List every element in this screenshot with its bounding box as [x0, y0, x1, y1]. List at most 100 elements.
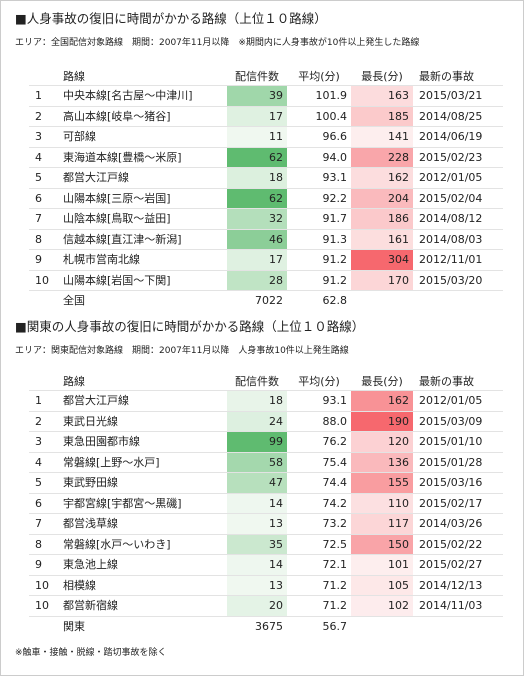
latest-date: 2014/08/25 [419, 109, 483, 123]
latest-date: 2014/12/13 [419, 578, 483, 592]
total-count: 7022 [255, 294, 283, 307]
latest-date: 2012/11/01 [419, 253, 483, 266]
row-rule [29, 615, 503, 617]
average: 91.3 [322, 232, 348, 246]
row-rule [29, 105, 503, 107]
row-rule [29, 472, 503, 473]
row-rule [29, 513, 503, 514]
line-name: 高山本線[岐阜～猪谷] [63, 109, 171, 123]
max: 163 [351, 86, 413, 106]
rank: 10 [35, 599, 49, 612]
count: 47 [227, 473, 287, 493]
count: 18 [227, 391, 287, 411]
line-name: 東急田園都市線 [63, 435, 140, 448]
row-rule [29, 574, 503, 576]
column-header: 最長(分) [361, 375, 403, 388]
max: 136 [351, 452, 413, 472]
average: 72.1 [322, 558, 348, 571]
column-header: 平均(分) [298, 375, 340, 388]
section-title: ■関東の人身事故の復旧に時間がかかる路線（上位１０路線） [15, 319, 365, 334]
latest-date: 2015/03/09 [419, 414, 483, 428]
average: 91.7 [322, 212, 348, 225]
count: 39 [227, 86, 287, 106]
latest-date: 2015/03/21 [419, 89, 483, 102]
average: 92.2 [322, 191, 348, 205]
row-rule [29, 187, 503, 189]
rank: 2 [35, 109, 42, 123]
column-header: 最新の事故 [419, 375, 474, 388]
row-rule [29, 410, 503, 412]
total-label: 全国 [63, 294, 85, 307]
row-rule [29, 554, 503, 555]
rank: 9 [35, 253, 42, 266]
average: 96.6 [322, 130, 348, 143]
rank: 10 [35, 578, 49, 592]
row-rule [29, 208, 503, 209]
rank: 6 [35, 496, 42, 510]
latest-date: 2012/01/05 [419, 394, 483, 407]
line-name: 東海道本線[豊橋～米原] [63, 150, 182, 164]
average: 74.2 [322, 496, 348, 510]
line-name: 山陽本線[三原～岩国] [63, 191, 171, 205]
row-rule [29, 451, 503, 453]
average: 100.4 [315, 109, 348, 123]
row-rule [29, 269, 503, 271]
average: 101.9 [315, 89, 348, 102]
count: 11 [227, 127, 287, 147]
rank: 1 [35, 89, 42, 102]
max: 155 [351, 473, 413, 493]
max: 110 [351, 493, 413, 513]
latest-date: 2015/02/17 [419, 496, 483, 510]
average: 73.2 [322, 517, 348, 530]
max: 170 [351, 270, 413, 290]
latest-date: 2014/08/12 [419, 212, 483, 225]
latest-date: 2015/01/28 [419, 455, 483, 469]
average: 72.5 [322, 537, 348, 551]
row-rule [29, 431, 503, 432]
latest-date: 2014/11/03 [419, 599, 483, 612]
rank: 1 [35, 394, 42, 407]
line-name: 信越本線[直江津～新潟] [63, 232, 182, 246]
average: 93.1 [322, 394, 348, 407]
latest-date: 2015/02/04 [419, 191, 483, 205]
latest-date: 2015/02/22 [419, 537, 483, 551]
line-name: 東武野田線 [63, 476, 118, 489]
average: 71.2 [322, 578, 348, 592]
section-note: エリア：関東配信対象路線 期間：2007年11月以降 人身事故10件以上発生路線 [15, 346, 349, 356]
footnote: ※触車・接触・脱線・踏切事故を除く [15, 648, 167, 658]
line-name: 宇都宮線[宇都宮～黒磯] [63, 496, 182, 510]
average: 94.0 [322, 150, 348, 164]
rank: 5 [35, 476, 42, 489]
row-rule [29, 595, 503, 596]
row-rule [29, 126, 503, 127]
line-name: 東急池上線 [63, 558, 118, 571]
line-name: 常磐線[上野～水戸] [63, 455, 160, 469]
header-rule [29, 390, 503, 391]
count: 62 [227, 188, 287, 208]
max: 162 [351, 391, 413, 411]
max: 117 [351, 514, 413, 534]
max: 141 [351, 127, 413, 147]
average: 91.2 [322, 253, 348, 266]
column-header: 路線 [63, 70, 85, 83]
count: 99 [227, 432, 287, 452]
column-header: 配信件数 [235, 375, 279, 388]
rank: 10 [35, 273, 49, 287]
average: 75.4 [322, 455, 348, 469]
latest-date: 2015/03/16 [419, 476, 483, 489]
rank: 6 [35, 191, 42, 205]
count: 13 [227, 575, 287, 595]
rank: 8 [35, 232, 42, 246]
max: 161 [351, 229, 413, 249]
rank: 7 [35, 517, 42, 530]
rank: 8 [35, 537, 42, 551]
latest-date: 2012/01/05 [419, 171, 483, 184]
max: 186 [351, 209, 413, 229]
rank: 7 [35, 212, 42, 225]
count: 13 [227, 514, 287, 534]
section-note: エリア：全国配信対象路線 期間：2007年11月以降 ※期間内に人身事故が10件… [15, 38, 420, 48]
row-rule [29, 228, 503, 230]
line-name: 山陰本線[鳥取～益田] [63, 212, 171, 225]
column-header: 平均(分) [298, 70, 340, 83]
